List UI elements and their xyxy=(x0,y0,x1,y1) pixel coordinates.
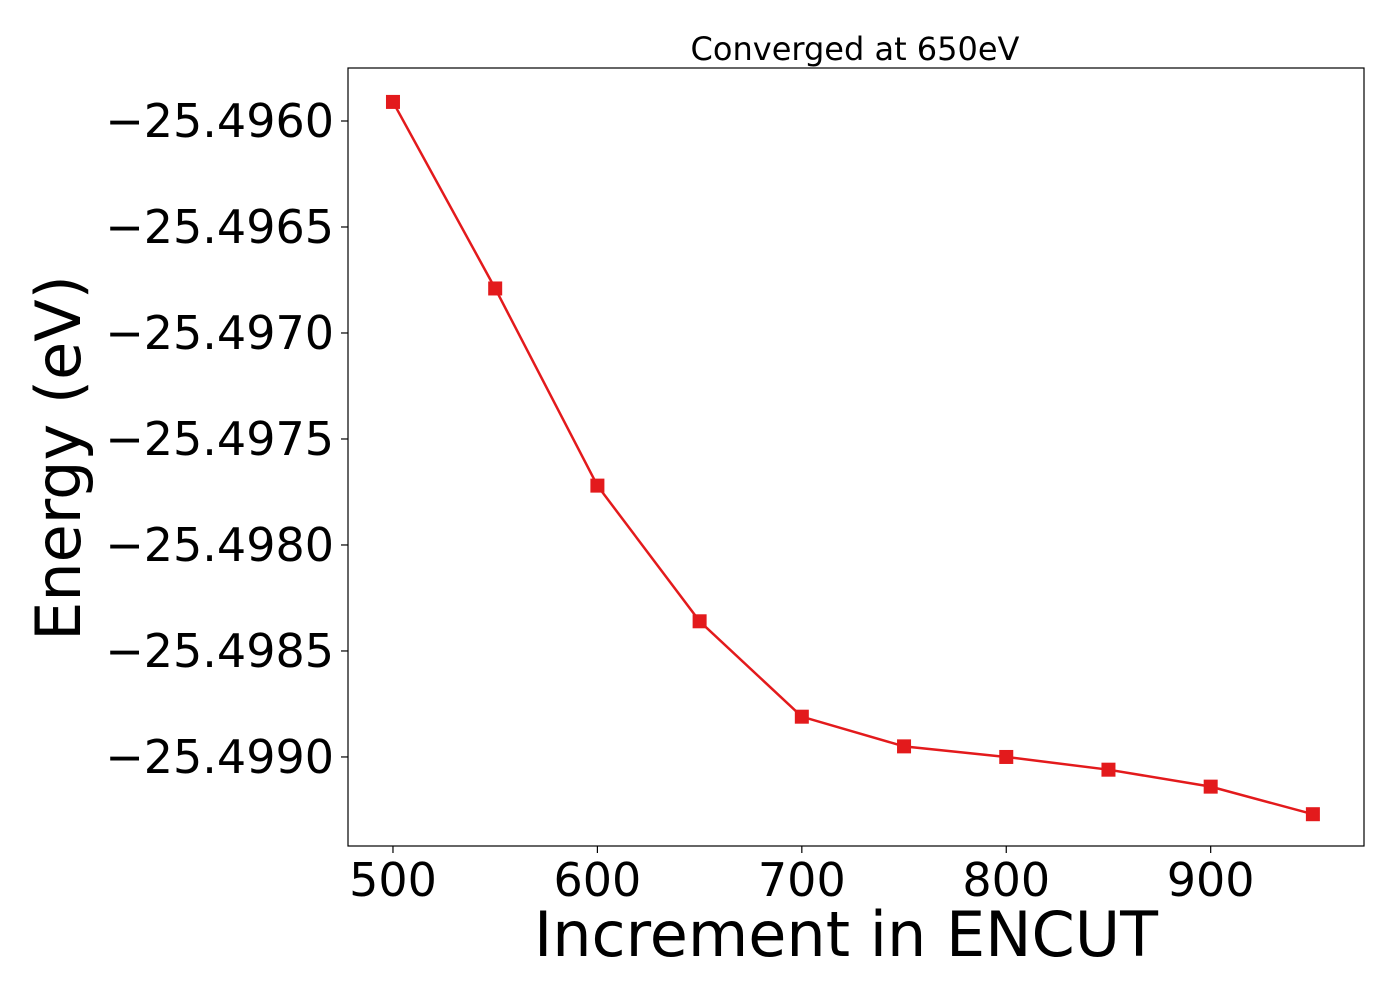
data-point-marker xyxy=(692,614,707,629)
y-tick-label: −25.4975 xyxy=(105,412,334,466)
y-axis-label: Energy (eV) xyxy=(22,275,95,641)
data-point-marker xyxy=(897,739,912,754)
data-point-marker xyxy=(1203,779,1218,794)
x-axis-label: Increment in ENCUT xyxy=(534,898,1159,971)
series-line xyxy=(391,101,1314,816)
data-point-marker xyxy=(1305,807,1320,822)
y-tick-label: −25.4990 xyxy=(105,730,334,784)
data-point-marker xyxy=(794,709,809,724)
y-tick-label: −25.4985 xyxy=(105,624,334,678)
y-tick-label: −25.4960 xyxy=(105,94,334,148)
y-tick-label: −25.4980 xyxy=(105,518,334,572)
x-tick-label: 900 xyxy=(1167,853,1255,907)
x-tick-label: 700 xyxy=(758,853,846,907)
y-tick-label: −25.4965 xyxy=(105,200,334,254)
chart-title: Converged at 650eV xyxy=(691,30,1020,68)
data-point-marker xyxy=(488,281,503,296)
data-point-marker xyxy=(1101,762,1116,777)
x-tick-label: 500 xyxy=(349,853,437,907)
x-tick-label: 600 xyxy=(553,853,641,907)
plot-area: 500 600 700 800 900 −25.4960 −25.4965 −25.4970 −… xyxy=(105,67,1365,907)
y-tick-label: −25.4970 xyxy=(105,306,334,360)
plot-frame xyxy=(347,67,1365,847)
x-tick-label: 800 xyxy=(962,853,1050,907)
data-point-marker xyxy=(385,94,400,109)
data-point-marker xyxy=(999,749,1014,764)
data-point-marker xyxy=(590,478,605,493)
